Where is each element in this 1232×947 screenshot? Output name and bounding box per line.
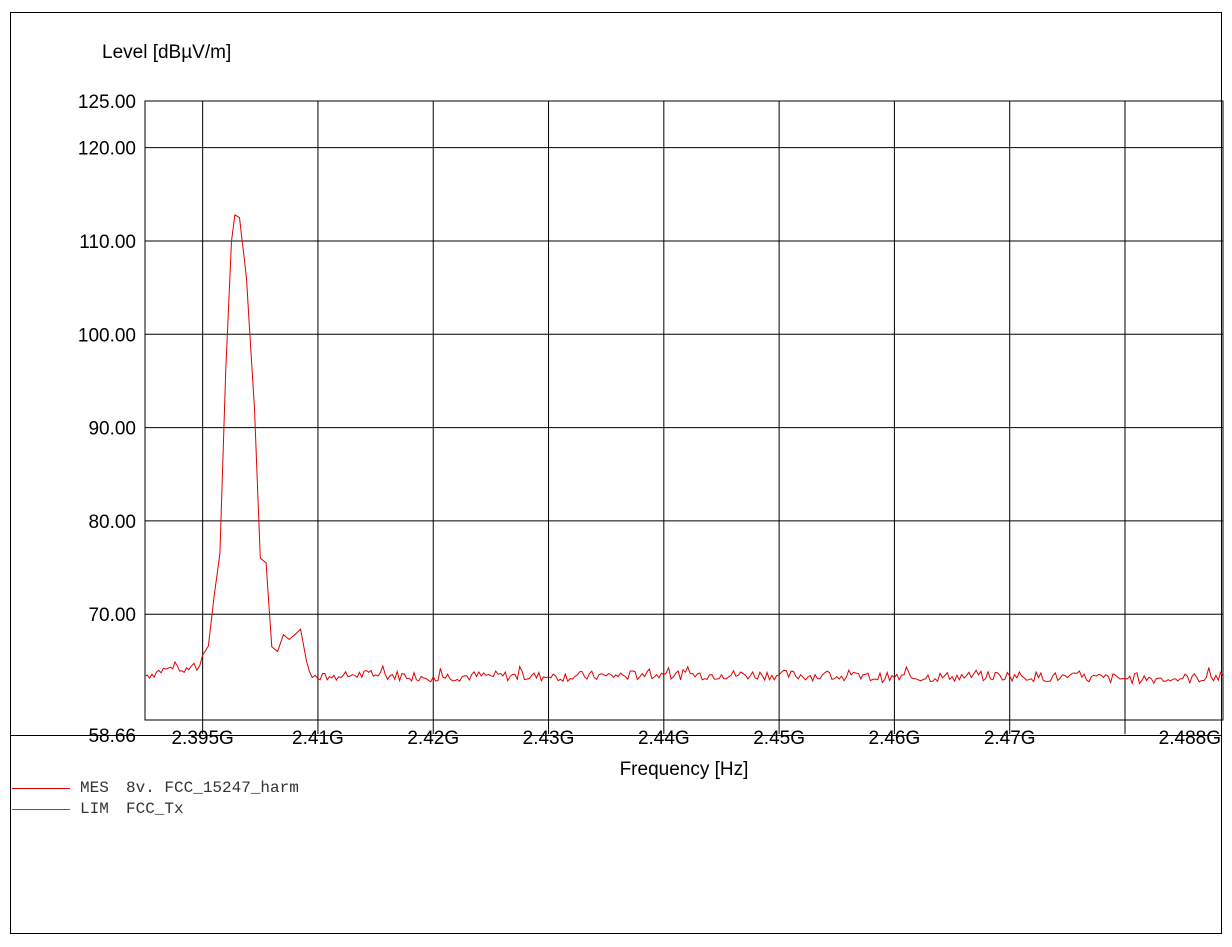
y-tick-label: 100.00 <box>78 325 136 346</box>
legend-tag-mes: MES <box>80 779 109 797</box>
x-tick-label: 2.395G <box>171 728 233 749</box>
plot-area <box>144 100 1224 721</box>
x-tick-label-end: 2.488G <box>1159 728 1221 749</box>
y-tick-label: 70.00 <box>88 605 136 626</box>
legend-divider <box>10 735 1222 736</box>
y-tick-label: 120.00 <box>78 139 136 160</box>
x-tick-labels: 2.395G 2.41G 2.42G 2.43G 2.44G 2.45G 2.46G 2.47… <box>171 728 1221 749</box>
x-tick-label: 2.42G <box>407 728 459 749</box>
x-axis-label: Frequency [Hz] <box>620 759 749 780</box>
x-tick-label: 2.46G <box>869 728 921 749</box>
y-tick-label: 80.00 <box>88 512 136 533</box>
y-tick-labels: 125.00 120.00 110.00 100.00 90.00 80.00 70.00 5… <box>78 92 136 747</box>
y-tick-label: 125.00 <box>78 92 136 113</box>
y-tick-label: 90.00 <box>88 419 136 440</box>
x-tick-label: 2.43G <box>523 728 575 749</box>
x-tick-label: 2.44G <box>638 728 690 749</box>
report-frame <box>10 12 1222 934</box>
legend-item-lim: LIM FCC_Tx <box>12 799 184 819</box>
lim-swatch <box>12 808 70 810</box>
x-tick-label: 2.45G <box>753 728 805 749</box>
y-tick-label: 110.00 <box>79 232 136 253</box>
y-axis-label: Level [dBµV/m] <box>102 42 231 63</box>
x-tick-label: 2.41G <box>292 728 344 749</box>
legend-name-lim: FCC_Tx <box>126 800 184 818</box>
mes-trace <box>144 213 1224 686</box>
grid <box>145 101 1223 734</box>
legend-item-mes: MES 8v. FCC_15247_harm <box>12 778 299 798</box>
legend-tag-lim: LIM <box>80 800 109 818</box>
legend-name-mes: 8v. FCC_15247_harm <box>126 779 299 797</box>
mes-swatch <box>12 787 70 789</box>
y-tick-label: 58.66 <box>88 726 136 747</box>
x-tick-label: 2.47G <box>984 728 1036 749</box>
